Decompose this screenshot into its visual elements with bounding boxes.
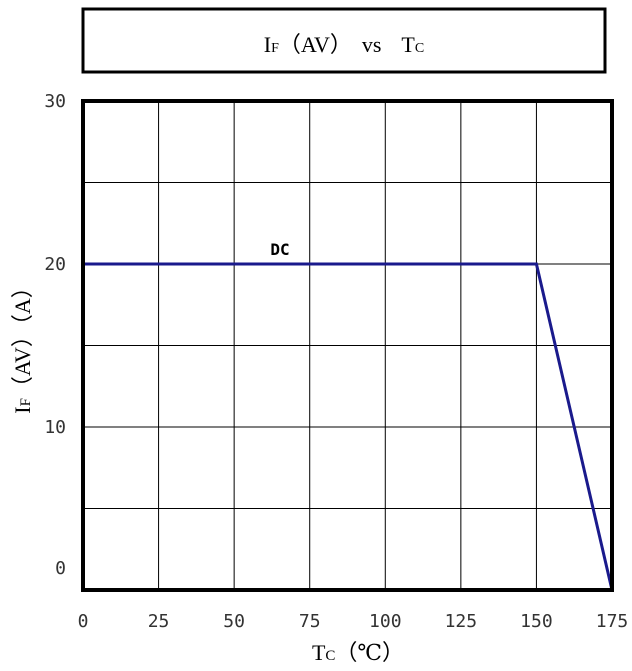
grid-lines bbox=[83, 101, 612, 590]
title-vs: vs bbox=[362, 32, 382, 57]
x-tick-labels: 0 25 50 75 100 125 150 175 bbox=[78, 611, 629, 632]
x-tick-label: 100 bbox=[369, 611, 402, 632]
x-axis-label: TC（℃） bbox=[312, 640, 404, 665]
y-axis-label-rest: （AV）（A） bbox=[10, 276, 35, 398]
y-tick-label: 10 bbox=[44, 417, 66, 438]
series-line-dc bbox=[83, 262, 614, 591]
annotation-label: DC bbox=[270, 240, 289, 259]
plot-frame bbox=[81, 99, 614, 592]
title-paren: （AV） bbox=[279, 32, 352, 57]
x-axis-label-t: T bbox=[312, 640, 326, 665]
title-sub-c: C bbox=[415, 41, 424, 56]
series-layer bbox=[83, 262, 614, 591]
y-axis-label-sub: F bbox=[18, 398, 34, 406]
x-tick-label: 50 bbox=[223, 611, 245, 632]
title-i: I bbox=[264, 32, 271, 57]
plot-area: DC bbox=[81, 99, 614, 592]
y-tick-label: 20 bbox=[44, 254, 66, 275]
x-axis-label-sub: C bbox=[325, 648, 335, 664]
title-sub-f: F bbox=[271, 41, 279, 56]
y-tick-label: 30 bbox=[44, 91, 66, 112]
x-tick-label: 0 bbox=[78, 611, 89, 632]
title-box bbox=[81, 7, 607, 74]
x-tick-label: 150 bbox=[520, 611, 553, 632]
x-tick-label: 125 bbox=[445, 611, 478, 632]
x-tick-label: 75 bbox=[299, 611, 321, 632]
y-tick-label: 0 bbox=[55, 558, 66, 579]
y-tick-labels: 0 10 20 30 bbox=[44, 91, 66, 579]
x-tick-label: 25 bbox=[148, 611, 170, 632]
y-axis-label-i: I bbox=[10, 406, 35, 413]
x-axis-label-unit: （℃） bbox=[335, 640, 404, 665]
title-t: T bbox=[401, 32, 415, 57]
annotation-layer: DC bbox=[270, 240, 289, 259]
y-axis-label: IF（AV）（A） bbox=[10, 276, 35, 414]
chart-title: IF（AV） vs TC bbox=[264, 32, 424, 57]
x-tick-label: 175 bbox=[596, 611, 629, 632]
